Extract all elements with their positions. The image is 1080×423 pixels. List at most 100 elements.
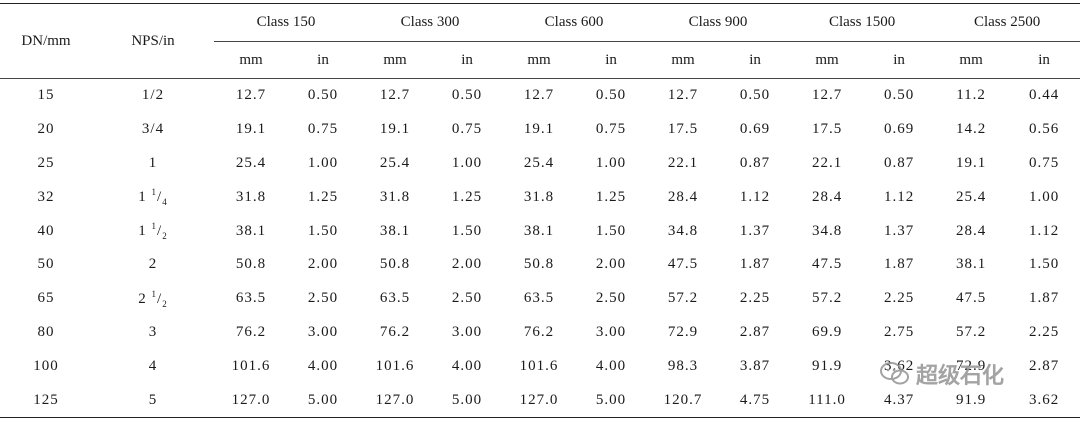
dn-cell: 80 xyxy=(37,323,55,340)
in-value-cell: 2.25 xyxy=(883,290,915,307)
nps-cell: 3/4 xyxy=(141,121,165,138)
table-row: 50 2 50.8 2.00 50.8 2.00 50.8 2.00 47.5 1.87 47.5 1… xyxy=(0,248,1080,282)
in-value-cell: 1.50 xyxy=(1028,256,1060,273)
nps-denominator: 2 xyxy=(162,231,168,242)
unit-mm-header: mm xyxy=(790,41,865,79)
mm-value-cell: 38.1 xyxy=(955,256,987,273)
in-value-cell: 0.87 xyxy=(739,154,771,171)
mm-value-cell: 38.1 xyxy=(235,222,267,239)
in-value-cell: 0.50 xyxy=(307,87,339,104)
mm-value-cell: 17.5 xyxy=(667,121,699,138)
class-150-header: Class 150 xyxy=(214,3,359,42)
dn-cell: 32 xyxy=(37,188,55,205)
mm-value-cell: 91.9 xyxy=(811,357,843,374)
mm-value-cell: 57.2 xyxy=(811,290,843,307)
mm-value-cell: 57.2 xyxy=(667,290,699,307)
in-value-cell: 0.69 xyxy=(883,121,915,138)
unit-in-header: in xyxy=(576,41,647,79)
mm-value-cell: 76.2 xyxy=(235,323,267,340)
unit-in-header: in xyxy=(1008,41,1080,79)
mm-value-cell: 12.7 xyxy=(811,87,843,104)
dn-cell: 20 xyxy=(37,121,55,138)
mm-value-cell: 11.2 xyxy=(956,87,986,104)
in-value-cell: 2.00 xyxy=(595,256,627,273)
in-value-cell: 0.56 xyxy=(1028,121,1060,138)
nps-cell: 5 xyxy=(92,383,214,418)
mm-value-cell: 22.1 xyxy=(811,154,843,171)
unit-in-header: in xyxy=(432,41,503,79)
in-value-cell: 2.25 xyxy=(1028,323,1060,340)
in-value-cell: 1.37 xyxy=(883,222,915,239)
dn-cell: 25 xyxy=(37,154,55,171)
in-value-cell: 1.50 xyxy=(595,222,627,239)
unit-mm-header: mm xyxy=(502,41,577,79)
mm-value-cell: 34.8 xyxy=(667,222,699,239)
table-row: 32 1 1/4 31.8 1.25 31.8 1.25 31.8 1.25 28.4 1.12 2… xyxy=(0,180,1080,214)
in-value-cell: 2.50 xyxy=(595,290,627,307)
nps-cell: 2 xyxy=(148,256,158,273)
dn-cell: 15 xyxy=(37,87,55,104)
in-value-cell: 1.25 xyxy=(595,188,627,205)
in-value-cell: 0.75 xyxy=(1028,154,1060,171)
mm-value-cell: 91.9 xyxy=(934,383,1009,418)
table-row: 15 1/2 12.7 0.50 12.7 0.50 12.7 0.50 12.7 0.50 12.… xyxy=(0,79,1080,113)
class-600-header: Class 600 xyxy=(502,3,647,42)
nps-numerator: 1 xyxy=(151,221,158,232)
in-value-cell: 1.50 xyxy=(307,222,339,239)
mm-value-cell: 31.8 xyxy=(523,188,555,205)
table-row: 25 1 25.4 1.00 25.4 1.00 25.4 1.00 22.1 0.87 22.1 0… xyxy=(0,147,1080,181)
unit-in-header: in xyxy=(720,41,791,79)
mm-value-cell: 57.2 xyxy=(955,323,987,340)
mm-value-cell: 31.8 xyxy=(235,188,267,205)
in-value-cell: 0.44 xyxy=(1028,87,1060,104)
dimension-table: DN/mm NPS/in Class 150 Class 300 Class 6… xyxy=(0,3,1080,418)
mm-value-cell: 76.2 xyxy=(523,323,555,340)
mm-value-cell: 17.5 xyxy=(811,121,843,138)
nps-cell: 3 xyxy=(148,323,158,340)
mm-value-cell: 72.9 xyxy=(667,323,699,340)
nps-whole: 2 xyxy=(138,290,147,307)
in-value-cell: 4.75 xyxy=(720,383,791,418)
mm-value-cell: 127.0 xyxy=(502,383,577,418)
mm-value-cell: 63.5 xyxy=(523,290,555,307)
mm-value-cell: 50.8 xyxy=(235,256,267,273)
in-value-cell: 3.87 xyxy=(739,357,771,374)
in-value-cell: 3.62 xyxy=(1008,383,1080,418)
table-body: 15 1/2 12.7 0.50 12.7 0.50 12.7 0.50 12.7 0.50 12.… xyxy=(0,79,1080,418)
mm-value-cell: 38.1 xyxy=(523,222,555,239)
wechat-icon xyxy=(880,362,909,385)
table-row: 40 1 1/2 38.1 1.50 38.1 1.50 38.1 1.50 34.8 1.37 3… xyxy=(0,214,1080,248)
mm-value-cell: 63.5 xyxy=(235,290,267,307)
mm-value-cell: 28.4 xyxy=(667,188,699,205)
mm-value-cell: 14.2 xyxy=(955,121,987,138)
in-value-cell: 0.50 xyxy=(883,87,915,104)
in-value-cell: 0.50 xyxy=(451,87,483,104)
mm-value-cell: 19.1 xyxy=(523,121,555,138)
unit-in-header: in xyxy=(864,41,935,79)
in-value-cell: 1.00 xyxy=(1028,188,1060,205)
class-1500-header: Class 1500 xyxy=(790,3,935,42)
in-value-cell: 1.12 xyxy=(883,188,915,205)
dn-cell: 40 xyxy=(37,222,55,239)
nps-cell: 1 1/2 xyxy=(92,214,214,248)
nps-denominator: 2 xyxy=(162,298,168,309)
in-value-cell: 1.87 xyxy=(1028,290,1060,307)
unit-in-header: in xyxy=(288,41,359,79)
mm-value-cell: 12.7 xyxy=(235,87,267,104)
table-row: 80 3 76.2 3.00 76.2 3.00 76.2 3.00 72.9 2.87 69.9 2… xyxy=(0,316,1080,350)
watermark: 超级石化 xyxy=(880,356,1040,392)
mm-value-cell: 98.3 xyxy=(667,357,699,374)
mm-value-cell: 47.5 xyxy=(955,290,987,307)
mm-value-cell: 19.1 xyxy=(235,121,267,138)
class-2500-header: Class 2500 xyxy=(934,3,1080,42)
mm-value-cell: 22.1 xyxy=(667,154,699,171)
in-value-cell: 1.00 xyxy=(307,154,339,171)
table-row: 20 3/4 19.1 0.75 19.1 0.75 19.1 0.75 17.5 0.69 17.… xyxy=(0,113,1080,147)
nps-fraction: 2 1/2 xyxy=(138,288,168,309)
mm-value-cell: 19.1 xyxy=(955,154,987,171)
nps-whole: 1 xyxy=(138,189,147,206)
class-900-header: Class 900 xyxy=(646,3,791,42)
in-value-cell: 4.00 xyxy=(451,357,483,374)
mm-value-cell: 101.6 xyxy=(375,357,415,374)
in-value-cell: 4.00 xyxy=(307,357,339,374)
